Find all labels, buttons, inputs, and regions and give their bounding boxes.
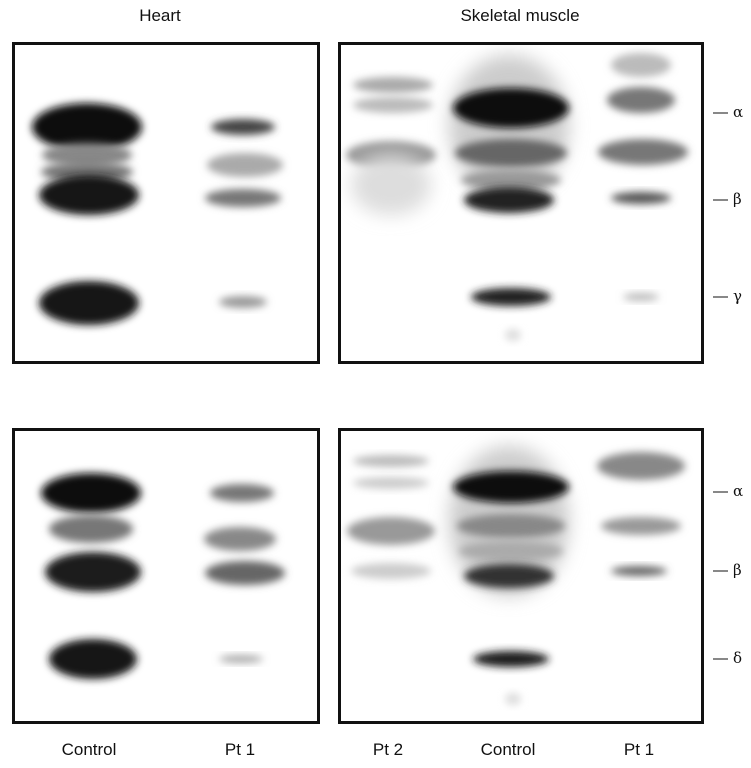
- lane-label-skeletal-control: Control: [480, 740, 536, 759]
- skeletal-blot-bottom: [338, 428, 704, 724]
- marker-beta-top: — β: [713, 190, 742, 208]
- lane-label-heart-pt1: Pt 1: [224, 740, 256, 759]
- heart-blot-bottom-image: [41, 473, 285, 679]
- heart-blot-top-image: [32, 103, 283, 325]
- marker-alpha-top: — α: [713, 103, 744, 121]
- heart-blot-top: [12, 42, 320, 364]
- heart-blot-bottom: [12, 428, 320, 724]
- skeletal-blot-top: [338, 42, 704, 364]
- lane-label-heart-control: Control: [61, 740, 117, 759]
- lane-label-skeletal-pt1: Pt 1: [623, 740, 655, 759]
- heart-title: Heart: [139, 6, 181, 25]
- marker-gamma-top: — γ: [713, 287, 742, 305]
- skeletal-blot-bottom-image: [347, 446, 685, 705]
- marker-alpha-bottom: — α: [713, 482, 744, 500]
- marker-delta-bottom: — δ: [713, 649, 743, 667]
- marker-beta-bottom: — β: [713, 561, 742, 579]
- skeletal-blot-top-image: [346, 53, 688, 341]
- skeletal-muscle-title: Skeletal muscle: [460, 6, 580, 25]
- lane-label-skeletal-pt2: Pt 2: [372, 740, 404, 759]
